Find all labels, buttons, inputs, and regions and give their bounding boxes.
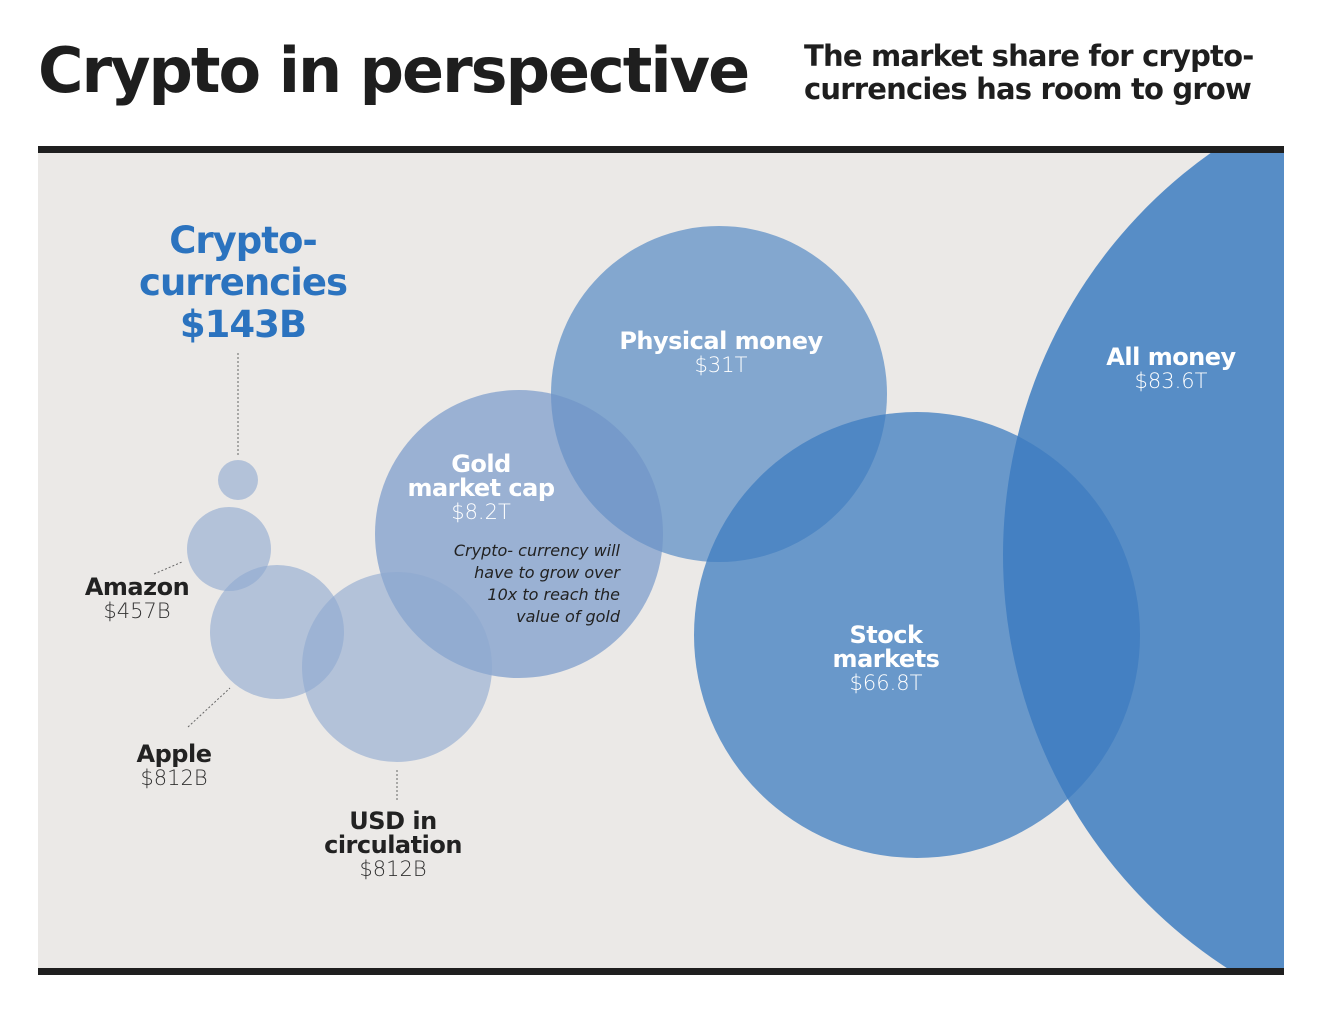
label-usd: USD in circulation $812B bbox=[324, 809, 462, 881]
apple-name: Apple bbox=[136, 740, 212, 768]
crypto-name-line1: Crypto- bbox=[169, 219, 317, 262]
bubble-amazon bbox=[187, 507, 271, 591]
subtitle: The market share for crypto-currencies h… bbox=[804, 39, 1254, 106]
label-amazon: Amazon $457B bbox=[84, 573, 190, 623]
crypto-value: $143B bbox=[179, 303, 307, 346]
usd-name-line2: circulation bbox=[324, 831, 462, 859]
gold-value: $8.2T bbox=[451, 500, 511, 524]
gold-name-line2: market cap bbox=[407, 474, 555, 502]
apple-value: $812B bbox=[140, 766, 208, 790]
leader-amazon bbox=[153, 561, 183, 575]
leader-apple bbox=[187, 687, 231, 728]
label-stock-markets: Stock markets $66.8T bbox=[833, 623, 940, 695]
bottom-rule bbox=[38, 968, 1284, 975]
bubble-crypto bbox=[218, 460, 258, 500]
label-all-money: All money $83.6T bbox=[1106, 343, 1236, 393]
physical-money-name: Physical money bbox=[619, 327, 823, 355]
page-title: Crypto in perspective bbox=[38, 34, 750, 107]
amazon-name: Amazon bbox=[84, 573, 190, 601]
physical-money-value: $31T bbox=[694, 353, 748, 377]
stock-name-line2: markets bbox=[832, 645, 940, 673]
amazon-value: $457B bbox=[103, 599, 171, 623]
bubble-apple bbox=[210, 565, 344, 699]
all-money-name: All money bbox=[1106, 343, 1236, 371]
top-rule bbox=[38, 146, 1284, 153]
stock-name-line1: Stock bbox=[849, 621, 923, 649]
gold-name-line1: Gold bbox=[451, 450, 511, 478]
stock-value: $66.8T bbox=[849, 671, 923, 695]
label-apple: Apple $812B bbox=[137, 742, 212, 790]
label-gold: Gold market cap $8.2T bbox=[407, 450, 555, 524]
bubble-usd bbox=[302, 572, 492, 762]
usd-value: $812B bbox=[359, 857, 427, 881]
all-money-value: $83.6T bbox=[1134, 369, 1208, 393]
label-physical-money: Physical money $31T bbox=[619, 327, 823, 377]
crypto-name-line2: currencies bbox=[139, 261, 348, 304]
usd-name-line1: USD in bbox=[349, 807, 437, 835]
label-crypto: Crypto- currencies $143B bbox=[139, 219, 348, 346]
gold-note: Crypto- currency will have to grow over … bbox=[453, 541, 620, 626]
